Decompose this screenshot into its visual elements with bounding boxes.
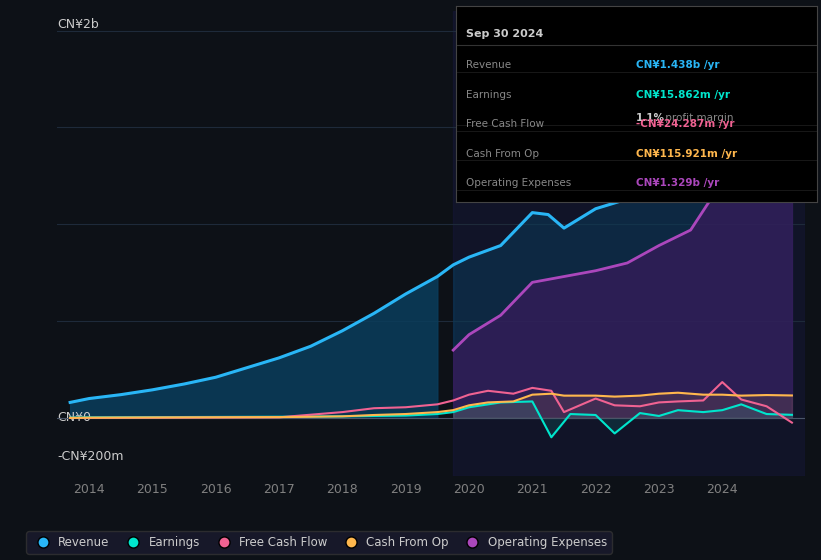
Text: -CN¥24.287m /yr: -CN¥24.287m /yr [636, 119, 735, 129]
Text: Sep 30 2024: Sep 30 2024 [466, 29, 544, 39]
Text: Operating Expenses: Operating Expenses [466, 178, 571, 188]
Text: CN¥0: CN¥0 [57, 412, 91, 424]
Legend: Revenue, Earnings, Free Cash Flow, Cash From Op, Operating Expenses: Revenue, Earnings, Free Cash Flow, Cash … [26, 531, 612, 554]
Text: CN¥15.862m /yr: CN¥15.862m /yr [636, 90, 730, 100]
Text: profit margin: profit margin [662, 113, 733, 123]
Bar [453, 11, 805, 476]
Text: Revenue: Revenue [466, 60, 511, 71]
Text: 1.1%: 1.1% [636, 113, 665, 123]
Text: CN¥2b: CN¥2b [57, 17, 99, 31]
Text: Cash From Op: Cash From Op [466, 148, 539, 158]
Text: CN¥1.329b /yr: CN¥1.329b /yr [636, 178, 719, 188]
Text: CN¥115.921m /yr: CN¥115.921m /yr [636, 148, 737, 158]
Text: Free Cash Flow: Free Cash Flow [466, 119, 544, 129]
Text: CN¥1.438b /yr: CN¥1.438b /yr [636, 60, 720, 71]
Text: Earnings: Earnings [466, 90, 512, 100]
Text: -CN¥200m: -CN¥200m [57, 450, 124, 463]
